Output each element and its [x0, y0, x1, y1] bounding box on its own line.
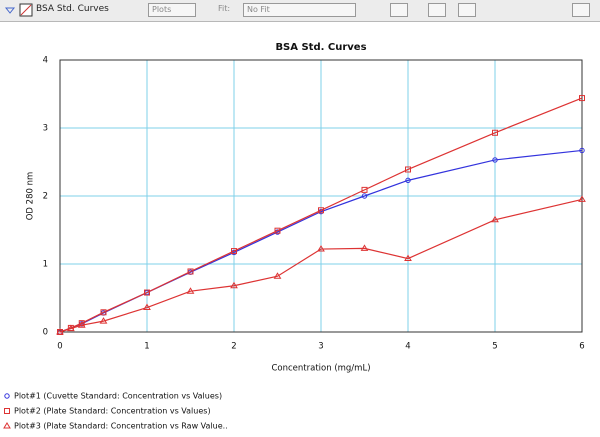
data-point	[405, 166, 411, 173]
data-point	[274, 227, 281, 234]
data-point	[100, 309, 107, 316]
data-point	[77, 321, 86, 328]
legend-label: Plot#1 (Cuvette Standard: Concentration …	[14, 392, 222, 401]
data-point	[361, 186, 368, 193]
data-point	[187, 268, 194, 275]
y-tick-label: 2	[43, 192, 48, 202]
chart: BSA Std. Curves Concentration (mg/mL) OD…	[3, 42, 586, 431]
y-tick-label: 0	[43, 328, 48, 338]
y-tick-label: 3	[43, 124, 48, 134]
fit-label: Fit:	[218, 4, 231, 13]
legend-label: Plot#3 (Plate Standard: Concentration vs…	[14, 422, 228, 431]
data-point	[404, 254, 412, 262]
collapse-triangle[interactable]	[4, 7, 16, 14]
legend-marker	[4, 393, 10, 399]
toolbar-icons	[4, 3, 33, 17]
x-axis-label: Concentration (mg/mL)	[271, 364, 370, 374]
data-point	[360, 244, 369, 251]
window-name: BSA Std. Curves	[36, 4, 109, 14]
data-point	[361, 193, 368, 199]
plots-button[interactable]: Plots	[148, 3, 196, 17]
data-point	[491, 215, 499, 223]
y-axis-label: OD 280 nm	[26, 172, 36, 221]
x-tick-label: 4	[405, 342, 410, 352]
toolbar-button[interactable]	[572, 3, 590, 17]
data-point	[579, 147, 585, 154]
series-line	[59, 198, 583, 333]
toolbar-button[interactable]	[428, 3, 446, 17]
y-tick-label: 1	[43, 260, 48, 270]
data-point	[143, 303, 151, 311]
x-tick-label: 5	[492, 342, 497, 352]
legend-marker	[3, 422, 11, 429]
data-point	[144, 289, 150, 296]
data-point	[405, 177, 411, 184]
legend-marker	[4, 408, 10, 414]
toolbar-button[interactable]	[458, 3, 476, 17]
x-tick-label: 3	[318, 342, 323, 352]
toolbar: BSA Std. Curves Plots Fit: No Fit	[0, 0, 600, 22]
data-point	[231, 248, 237, 255]
data-point	[317, 245, 325, 252]
fit-dropdown[interactable]: No Fit	[243, 3, 356, 17]
data-point	[66, 324, 75, 332]
graph-icon-line	[20, 4, 32, 16]
data-point	[579, 95, 585, 102]
x-tick-label: 2	[231, 342, 236, 352]
chart-title: BSA Std. Curves	[275, 42, 366, 53]
data-point	[318, 207, 324, 214]
data-point	[578, 195, 586, 202]
data-point	[186, 287, 195, 294]
y-tick-label: 4	[43, 56, 48, 66]
data-point	[56, 328, 64, 335]
toolbar-button[interactable]	[390, 3, 408, 17]
series-line	[59, 149, 583, 333]
data-point	[492, 157, 498, 163]
x-tick-label: 1	[144, 342, 149, 352]
x-tick-label: 6	[579, 342, 584, 352]
data-point	[99, 317, 108, 324]
x-tick-label: 0	[57, 342, 62, 352]
data-point	[273, 272, 282, 279]
legend-label: Plot#2 (Plate Standard: Concentration vs…	[14, 407, 211, 416]
data-point	[492, 129, 498, 136]
data-point	[230, 281, 238, 289]
